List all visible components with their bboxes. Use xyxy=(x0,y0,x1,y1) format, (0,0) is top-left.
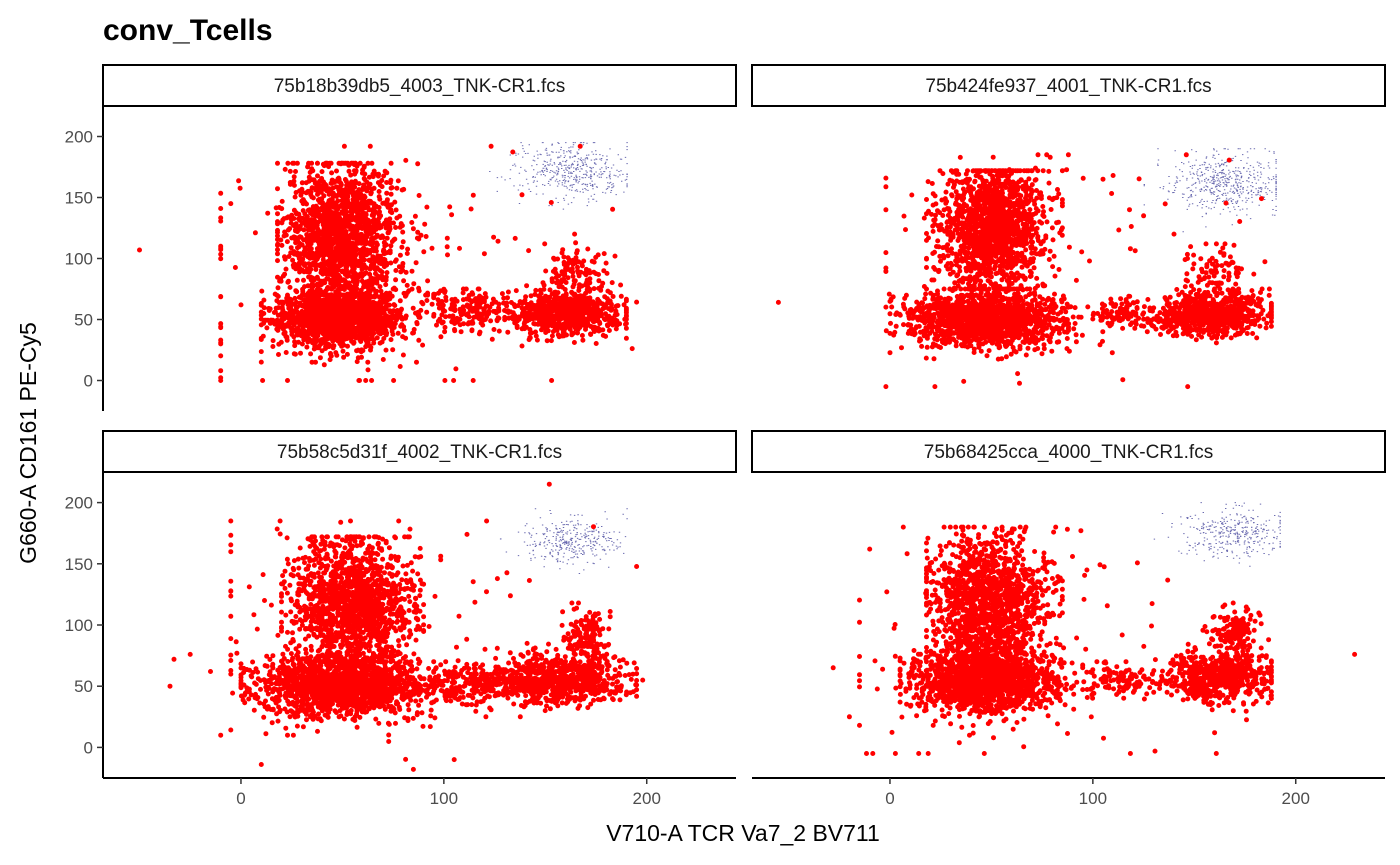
x-tick-label: 100 xyxy=(430,789,458,808)
x-tick-label: 0 xyxy=(885,789,894,808)
y-tick-label: 50 xyxy=(74,677,93,696)
x-axis-title: V710-A TCR Va7_2 BV711 xyxy=(606,820,880,846)
y-tick-label: 150 xyxy=(65,555,93,574)
main-events-points xyxy=(137,143,640,383)
facet-strip-label: 75b424fe937_4001_TNK-CR1.fcs xyxy=(925,76,1211,97)
y-tick-label: 0 xyxy=(84,738,93,757)
facet-strip-label: 75b58c5d31f_4002_TNK-CR1.fcs xyxy=(277,442,562,463)
x-tick-label: 200 xyxy=(1282,789,1310,808)
chart-title: conv_Tcells xyxy=(103,14,273,47)
y-tick-label: 50 xyxy=(74,311,93,330)
axes-layer: 0 50 100 150 200 0 50 100 150 200 0 100 200 0 100 200 xyxy=(65,106,1385,808)
gated-events-points xyxy=(1153,502,1281,567)
gated-events-points xyxy=(499,508,628,574)
y-tick-label: 100 xyxy=(65,250,93,269)
y-tick-label: 200 xyxy=(65,128,93,147)
main-events-points xyxy=(775,152,1274,390)
x-tick-label: 200 xyxy=(633,789,661,808)
facet-panel-4 xyxy=(830,502,1358,756)
y-tick-label: 0 xyxy=(84,372,93,391)
gated-events-points xyxy=(489,142,628,210)
facet-strip-label: 75b18b39db5_4003_TNK-CR1.fcs xyxy=(274,76,566,97)
facet-strip-4: 75b68425cca_4000_TNK-CR1.fcs xyxy=(751,430,1386,473)
gated-events-points xyxy=(1143,148,1277,233)
y-tick-label: 100 xyxy=(65,616,93,635)
facet-strip-1: 75b18b39db5_4003_TNK-CR1.fcs xyxy=(102,64,737,107)
facet-strip-3: 75b58c5d31f_4002_TNK-CR1.fcs xyxy=(102,430,737,473)
facet-strip-label: 75b68425cca_4000_TNK-CR1.fcs xyxy=(924,442,1213,463)
main-events-points xyxy=(830,524,1358,756)
y-tick-label: 200 xyxy=(65,494,93,513)
facet-panel-3 xyxy=(167,481,646,772)
facet-panel-2 xyxy=(775,148,1277,390)
x-tick-label: 0 xyxy=(236,789,245,808)
x-tick-label: 100 xyxy=(1079,789,1107,808)
y-tick-label: 150 xyxy=(65,189,93,208)
facet-panel-1 xyxy=(137,142,640,383)
main-events-points xyxy=(167,481,646,772)
facet-strip-2: 75b424fe937_4001_TNK-CR1.fcs xyxy=(751,64,1386,107)
y-axis-title: G660-A CD161 PE-Cy5 xyxy=(15,322,41,564)
